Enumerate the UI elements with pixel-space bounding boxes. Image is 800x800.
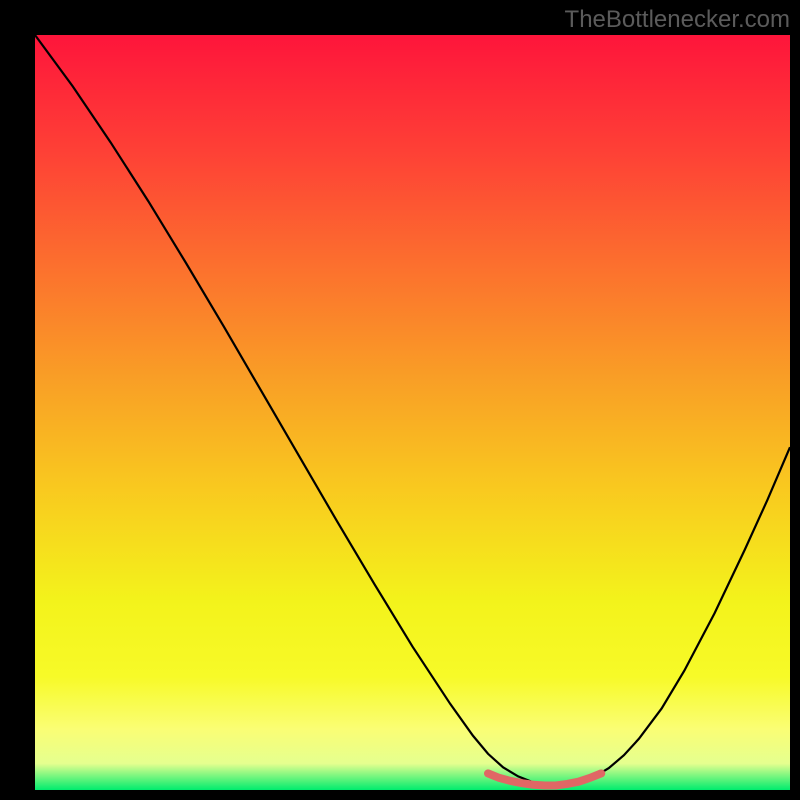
plot-svg bbox=[0, 0, 800, 800]
chart-container: TheBottlenecker.com bbox=[0, 0, 800, 800]
watermark-text: TheBottlenecker.com bbox=[565, 6, 790, 34]
plot-background bbox=[35, 35, 790, 790]
